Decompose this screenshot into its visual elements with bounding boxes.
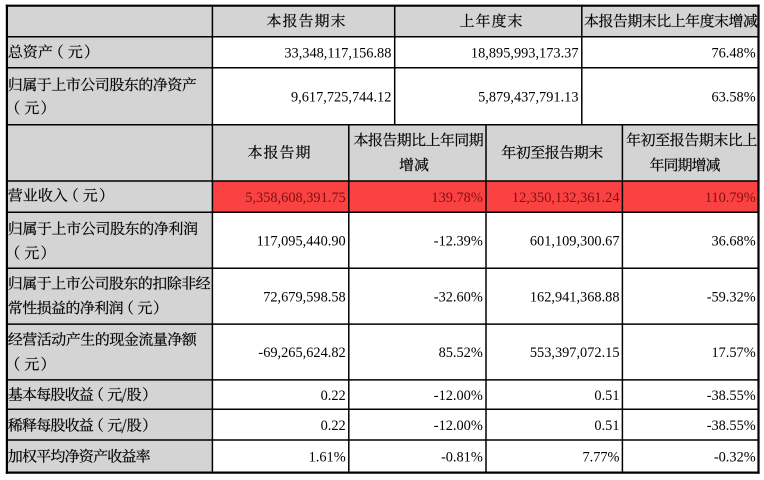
svg-text:-32.60%: -32.60% [434,289,483,305]
svg-text:17.57%: 17.57% [711,345,755,361]
svg-text:162,941,368.88: 162,941,368.88 [530,289,620,305]
svg-text:-0.81%: -0.81% [441,450,483,466]
svg-text:-59.32%: -59.32% [707,289,756,305]
svg-text:1.61%: 1.61% [309,450,346,466]
svg-text:0.22: 0.22 [321,388,346,404]
svg-text:553,397,072.15: 553,397,072.15 [530,345,620,361]
svg-text:-0.32%: -0.32% [714,450,756,466]
svg-text:0.22: 0.22 [321,418,346,434]
svg-text:-69,265,624.82: -69,265,624.82 [258,345,345,361]
svg-text:7.77%: 7.77% [582,450,619,466]
svg-text:0.51: 0.51 [594,388,619,404]
svg-text:-38.55%: -38.55% [707,418,756,434]
svg-text:-38.55%: -38.55% [707,388,756,404]
svg-text:601,109,300.67: 601,109,300.67 [530,234,620,250]
svg-text:139.78%: 139.78% [431,190,482,206]
svg-text:36.68%: 36.68% [711,234,755,250]
svg-text:117,095,440.90: 117,095,440.90 [257,234,346,250]
svg-text:72,679,598.58: 72,679,598.58 [263,289,345,305]
svg-text:85.52%: 85.52% [439,345,483,361]
svg-text:12,350,132,361.24: 12,350,132,361.24 [512,190,620,206]
svg-text:-12.39%: -12.39% [434,234,483,250]
svg-text:5,358,608,391.75: 5,358,608,391.75 [245,190,345,206]
svg-text:9,617,725,744.12: 9,617,725,744.12 [291,90,391,106]
svg-text:110.79%: 110.79% [705,190,756,206]
svg-text:0.51: 0.51 [594,418,619,434]
svg-text:-12.00%: -12.00% [434,388,483,404]
svg-text:-12.00%: -12.00% [434,418,483,434]
svg-text:18,895,993,173.37: 18,895,993,173.37 [471,46,579,62]
svg-text:63.58%: 63.58% [711,90,755,106]
svg-text:76.48%: 76.48% [711,46,755,62]
svg-text:5,879,437,791.13: 5,879,437,791.13 [478,90,578,106]
svg-text:33,348,117,156.88: 33,348,117,156.88 [284,46,391,62]
